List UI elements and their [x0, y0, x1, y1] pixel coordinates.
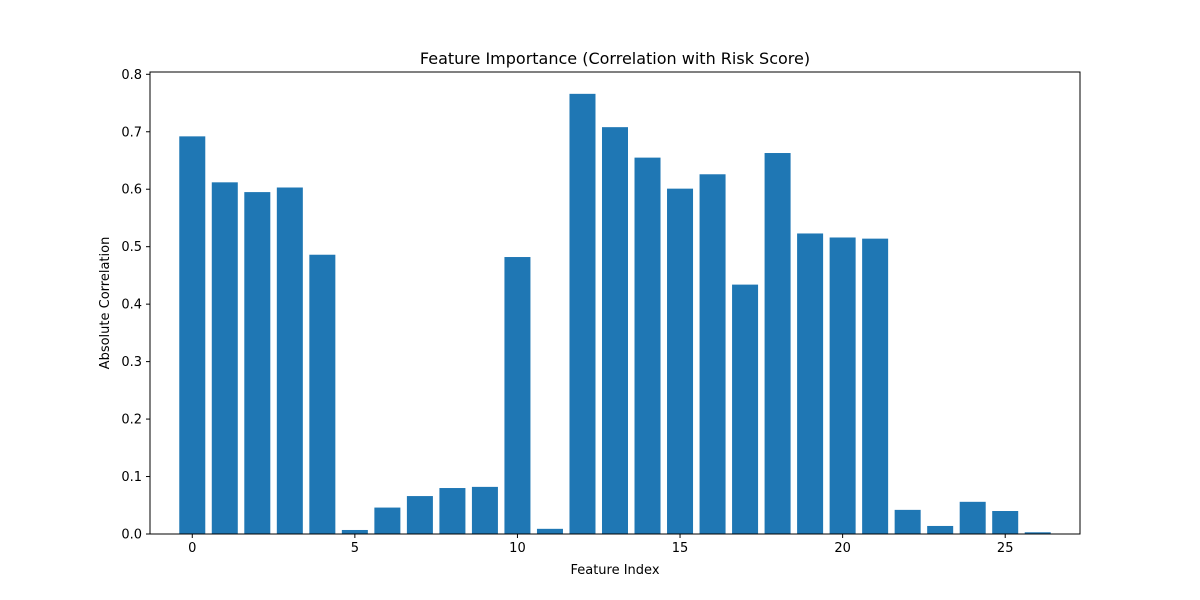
- bar-feature-25: [992, 511, 1019, 534]
- chart-title: Feature Importance (Correlation with Ris…: [420, 49, 810, 68]
- bar-feature-1: [211, 182, 238, 534]
- bar-feature-21: [862, 238, 889, 534]
- x-axis-ticks: 0 5 10 15 20 25: [188, 534, 1013, 556]
- bar-feature-13: [601, 127, 628, 534]
- bar-feature-0: [179, 136, 206, 535]
- bar-feature-5: [341, 529, 368, 534]
- x-tick-label: 10: [509, 541, 526, 556]
- bar-feature-6: [374, 507, 401, 534]
- bar-feature-20: [829, 237, 856, 535]
- y-tick-label: 0.0: [121, 528, 142, 543]
- bar-feature-15: [667, 188, 694, 534]
- x-tick-label: 20: [834, 541, 851, 556]
- y-tick-label: 0.4: [121, 298, 142, 313]
- bar-feature-12: [569, 93, 596, 534]
- bar-group: [179, 93, 1051, 535]
- x-tick-label: 0: [188, 541, 196, 556]
- x-axis-label: Feature Index: [570, 563, 659, 578]
- bar-feature-16: [699, 174, 726, 534]
- bar-feature-26: [1024, 532, 1051, 534]
- bar-feature-23: [927, 525, 954, 534]
- bar-feature-19: [797, 233, 824, 534]
- y-axis-ticks: 0.0 0.1 0.2 0.3 0.4 0.5 0.6 0.7 0.8: [121, 68, 150, 543]
- bar-feature-10: [504, 257, 531, 534]
- y-tick-label: 0.1: [121, 470, 142, 485]
- x-tick-label: 5: [351, 541, 359, 556]
- bar-feature-4: [309, 254, 336, 535]
- bar-feature-14: [634, 157, 661, 534]
- bar-feature-24: [959, 501, 986, 534]
- y-tick-label: 0.7: [121, 125, 142, 140]
- y-tick-label: 0.8: [121, 68, 142, 83]
- bar-feature-8: [439, 488, 466, 534]
- y-tick-label: 0.6: [121, 183, 142, 198]
- bar-feature-3: [276, 187, 303, 534]
- bar-feature-2: [244, 192, 271, 534]
- bar-feature-22: [894, 509, 921, 534]
- bar-feature-7: [406, 496, 433, 534]
- y-tick-label: 0.2: [121, 413, 142, 428]
- y-tick-label: 0.5: [121, 240, 142, 255]
- plot-frame: [149, 71, 1081, 535]
- bar-feature-18: [764, 153, 791, 534]
- bar-feature-17: [732, 284, 759, 534]
- y-axis-label: Absolute Correlation: [98, 237, 113, 370]
- bar-feature-9: [471, 486, 498, 534]
- x-tick-label: 15: [672, 541, 689, 556]
- y-tick-label: 0.3: [121, 355, 142, 370]
- x-tick-label: 25: [997, 541, 1014, 556]
- bar-feature-11: [536, 528, 563, 534]
